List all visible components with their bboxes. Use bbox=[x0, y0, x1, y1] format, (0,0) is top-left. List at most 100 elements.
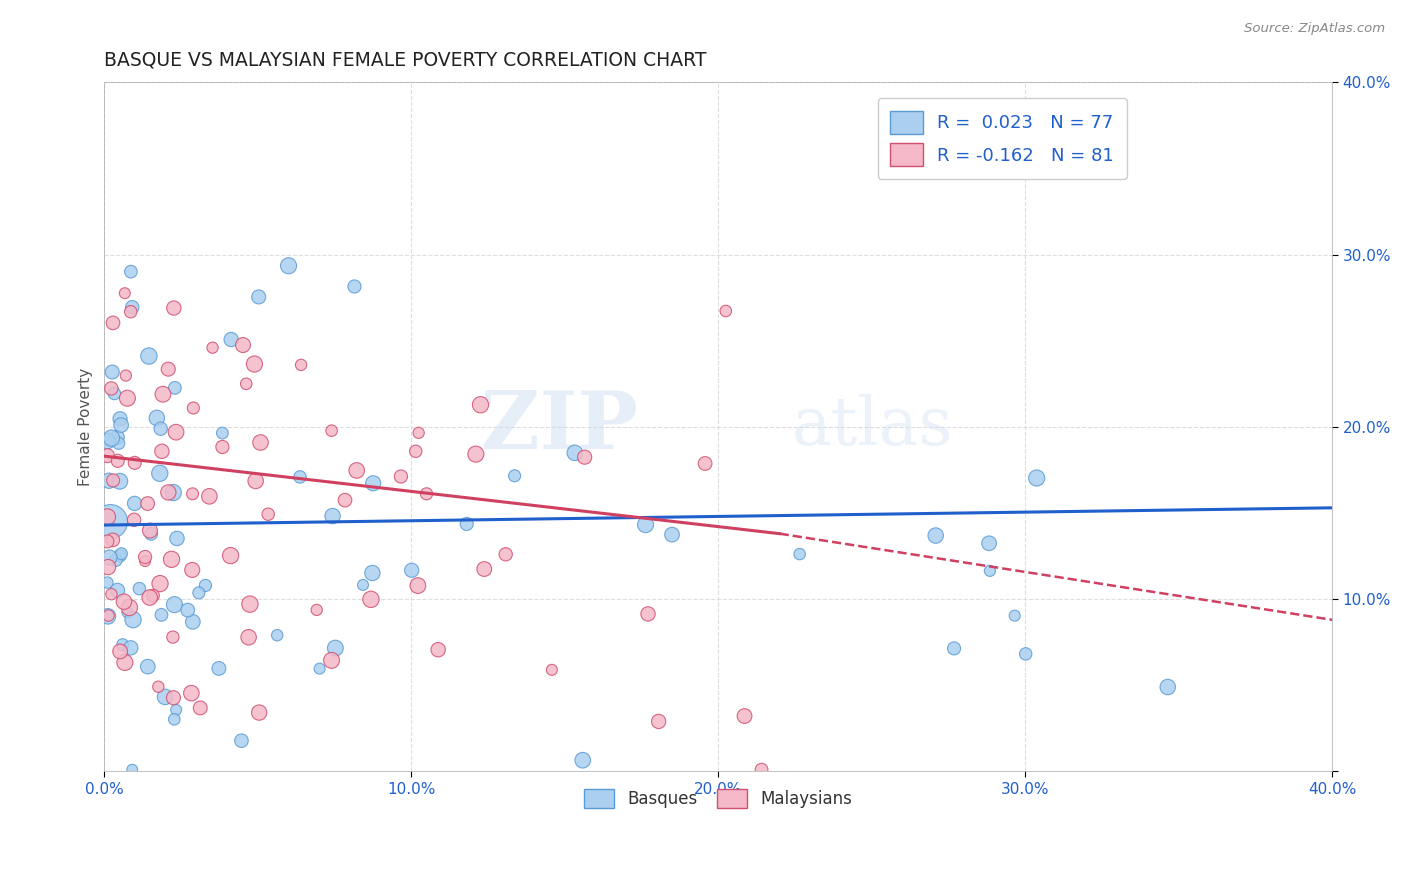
Point bbox=[134, 549, 156, 564]
Point bbox=[138, 349, 160, 363]
Point bbox=[503, 468, 526, 483]
Point bbox=[162, 630, 184, 644]
Point bbox=[152, 387, 174, 401]
Point bbox=[333, 493, 356, 508]
Point bbox=[163, 381, 186, 395]
Point bbox=[1015, 647, 1038, 661]
Point bbox=[288, 470, 311, 484]
Point bbox=[110, 418, 132, 433]
Point bbox=[360, 592, 382, 607]
Text: ZIP: ZIP bbox=[481, 388, 638, 466]
Point bbox=[405, 444, 427, 458]
Point bbox=[107, 454, 129, 468]
Point bbox=[148, 680, 170, 694]
Point bbox=[165, 703, 187, 717]
Point bbox=[100, 515, 122, 529]
Point bbox=[150, 607, 173, 622]
Point bbox=[789, 547, 811, 561]
Point bbox=[124, 456, 146, 470]
Point bbox=[98, 550, 121, 565]
Point bbox=[574, 450, 596, 464]
Point bbox=[464, 447, 486, 461]
Point bbox=[97, 608, 120, 623]
Point bbox=[751, 763, 773, 777]
Point bbox=[149, 467, 172, 481]
Point bbox=[977, 536, 1000, 550]
Point bbox=[149, 422, 172, 436]
Point bbox=[943, 641, 966, 656]
Point bbox=[495, 547, 517, 561]
Point bbox=[96, 534, 118, 549]
Point bbox=[661, 527, 683, 541]
Point bbox=[243, 357, 266, 371]
Point bbox=[120, 640, 142, 655]
Point bbox=[108, 549, 131, 563]
Point bbox=[165, 425, 187, 440]
Point bbox=[120, 265, 142, 279]
Point bbox=[343, 279, 366, 293]
Point bbox=[1157, 680, 1180, 694]
Text: atlas: atlas bbox=[792, 394, 953, 459]
Point bbox=[734, 709, 756, 723]
Point bbox=[408, 425, 430, 440]
Point bbox=[305, 603, 328, 617]
Point bbox=[108, 644, 131, 658]
Point bbox=[157, 362, 180, 376]
Point bbox=[219, 333, 242, 347]
Point bbox=[308, 662, 330, 676]
Point bbox=[181, 615, 204, 629]
Point bbox=[249, 435, 271, 450]
Point bbox=[128, 582, 150, 596]
Point bbox=[142, 589, 165, 603]
Point bbox=[114, 656, 136, 670]
Point bbox=[211, 425, 233, 440]
Point bbox=[108, 475, 131, 489]
Point bbox=[470, 398, 492, 412]
Point bbox=[105, 583, 128, 598]
Point bbox=[96, 575, 118, 590]
Point bbox=[571, 753, 593, 767]
Point bbox=[153, 690, 176, 704]
Point bbox=[110, 547, 132, 561]
Point bbox=[105, 430, 128, 444]
Point bbox=[352, 578, 374, 592]
Point bbox=[101, 316, 124, 330]
Point bbox=[180, 686, 202, 700]
Point bbox=[97, 609, 120, 624]
Point bbox=[714, 304, 737, 318]
Point bbox=[97, 560, 120, 574]
Point bbox=[146, 411, 169, 425]
Legend: Basques, Malaysians: Basques, Malaysians bbox=[578, 782, 859, 814]
Point bbox=[232, 338, 254, 352]
Point bbox=[257, 507, 280, 521]
Point bbox=[266, 628, 288, 642]
Point bbox=[163, 712, 186, 726]
Point bbox=[541, 663, 564, 677]
Point bbox=[187, 586, 209, 600]
Point bbox=[211, 440, 233, 454]
Point bbox=[98, 474, 121, 488]
Point bbox=[238, 630, 260, 644]
Point bbox=[101, 365, 124, 379]
Point bbox=[121, 300, 143, 314]
Point bbox=[118, 600, 141, 615]
Point bbox=[194, 578, 217, 592]
Point bbox=[136, 497, 159, 511]
Point bbox=[647, 714, 669, 729]
Point bbox=[149, 576, 172, 591]
Point bbox=[96, 449, 118, 463]
Point bbox=[321, 424, 343, 438]
Point bbox=[1004, 608, 1026, 623]
Point bbox=[247, 706, 270, 720]
Point bbox=[101, 474, 124, 488]
Point bbox=[112, 595, 135, 609]
Point bbox=[979, 564, 1001, 578]
Point bbox=[235, 376, 257, 391]
Point bbox=[637, 607, 659, 621]
Point bbox=[111, 638, 134, 652]
Point bbox=[245, 474, 267, 488]
Point bbox=[925, 528, 948, 542]
Point bbox=[166, 532, 188, 546]
Point bbox=[121, 763, 143, 777]
Point bbox=[415, 487, 437, 501]
